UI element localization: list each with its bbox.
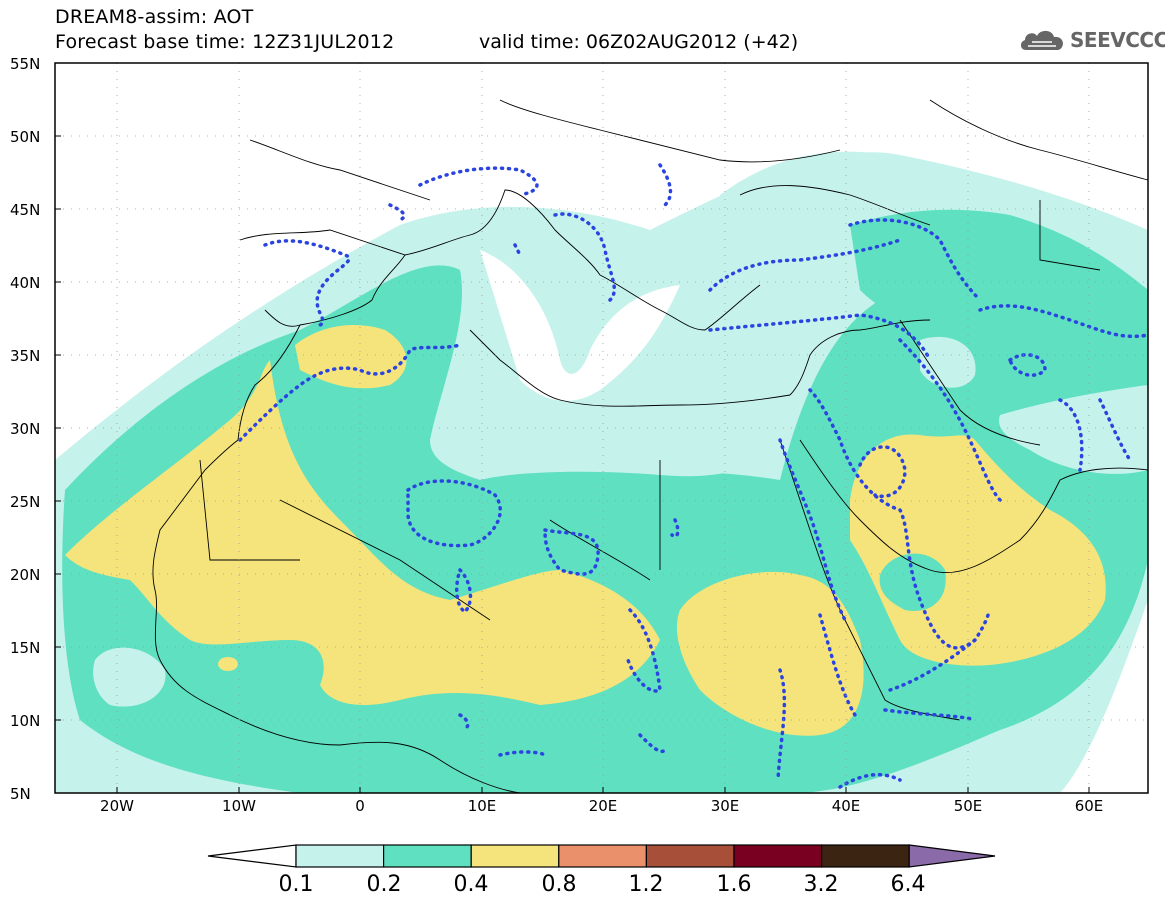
lat-label: 10N [10, 712, 41, 730]
aot-yellow-dot [218, 657, 238, 671]
colorbar-label: 1.6 [716, 872, 752, 897]
lat-label: 15N [10, 639, 41, 657]
gridlines [55, 63, 1148, 793]
lon-label: 20E [588, 797, 618, 815]
aot-fields [55, 151, 1148, 793]
colorbar-label: 0.1 [278, 872, 314, 897]
coastlines [152, 99, 1148, 793]
lat-label: 50N [10, 128, 41, 146]
lat-label: 45N [10, 201, 41, 219]
colorbar-segment [470, 844, 560, 868]
blue-dotted-contours [238, 163, 1148, 789]
map-title: DREAM8-assim: AOT [55, 6, 254, 28]
colorbar-label: 0.2 [366, 872, 402, 897]
colorbar-label: 3.2 [803, 872, 839, 897]
colorbar-segment [383, 844, 472, 868]
colorbar-label: 0.4 [453, 872, 489, 897]
colorbar-label: 0.8 [541, 872, 577, 897]
map-frame [54, 62, 1149, 794]
lat-label: 5N [10, 785, 31, 803]
aot-light-westafrica [93, 647, 166, 707]
logo-text: SEEVCCC [1070, 28, 1165, 52]
lon-label: 60E [1074, 797, 1104, 815]
aot-green-arabia-hole [879, 553, 946, 611]
colorbar-segment [295, 844, 385, 868]
colorbar-label: 1.2 [628, 872, 664, 897]
colorbar-segment [558, 844, 647, 868]
lat-label: 35N [10, 347, 41, 365]
colorbar-segment [820, 844, 910, 868]
valid-time: valid time: 06Z02AUG2012 (+42) [479, 31, 799, 53]
forecast-base-time: Forecast base time: 12Z31JUL2012 [55, 31, 395, 53]
aot-light-gulf [999, 385, 1148, 474]
aot-clear-med [480, 250, 680, 401]
aot-band-0-4-west [65, 360, 660, 705]
tick-marks [55, 135, 1090, 793]
colorbar-under-triangle [207, 844, 297, 868]
lat-label: 55N [10, 55, 41, 73]
lat-label: 25N [10, 493, 41, 511]
lon-label: 10E [467, 797, 497, 815]
aot-light-iran [920, 336, 976, 388]
lat-label: 30N [10, 420, 41, 438]
lon-label: 50E [953, 797, 983, 815]
lon-label: 0 [355, 797, 365, 815]
colorbar-over-triangle [908, 844, 996, 868]
lon-label: 10W [222, 797, 256, 815]
cloud-icon [1020, 30, 1064, 50]
aot-light-libya [430, 420, 770, 480]
colorbar-label: 6.4 [890, 872, 926, 897]
lon-label: 20W [100, 797, 134, 815]
colorbar-segment [645, 844, 735, 868]
lat-label: 20N [10, 566, 41, 584]
lat-label: 40N [10, 274, 41, 292]
colorbar [207, 844, 996, 868]
lon-label: 40E [831, 797, 861, 815]
aot-band-0-4-sudan [676, 571, 864, 736]
colorbar-segment [733, 844, 823, 868]
aot-band-0-2-caucasus [850, 209, 1148, 330]
lon-label: 30E [710, 797, 740, 815]
seevccc-logo: SEEVCCC [1018, 24, 1165, 56]
